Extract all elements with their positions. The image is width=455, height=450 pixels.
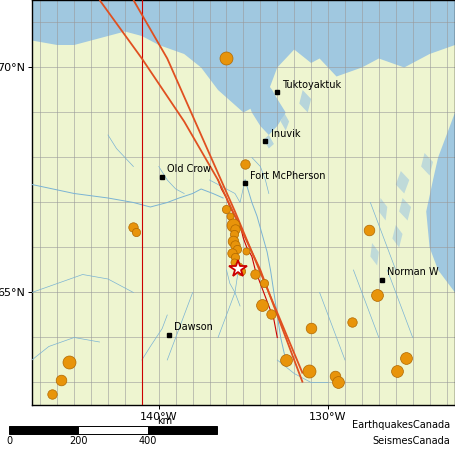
Text: Dawson: Dawson [174,322,213,332]
Polygon shape [426,0,455,292]
Polygon shape [392,225,403,248]
Polygon shape [399,198,411,220]
Polygon shape [264,135,274,148]
Polygon shape [370,243,379,266]
Text: 400: 400 [138,436,157,446]
Bar [147,426,217,434]
Text: SeismesCanada: SeismesCanada [373,436,450,446]
Polygon shape [299,90,311,112]
Bar [78,426,147,434]
Text: Fort McPherson: Fort McPherson [250,171,326,180]
Polygon shape [281,112,289,130]
Polygon shape [396,171,410,194]
Text: 200: 200 [69,436,88,446]
Polygon shape [421,153,433,176]
Polygon shape [379,198,387,220]
Bar [9,426,78,434]
Text: Norman W: Norman W [387,267,439,277]
Polygon shape [32,0,455,112]
Text: Inuvik: Inuvik [271,129,300,139]
Text: Old Crow: Old Crow [167,164,211,174]
Polygon shape [247,81,286,135]
Text: EarthquakesCanada: EarthquakesCanada [352,420,450,430]
Text: Tuktoyaktuk: Tuktoyaktuk [283,80,342,90]
Text: 0: 0 [6,436,12,446]
Text: km: km [157,416,172,426]
